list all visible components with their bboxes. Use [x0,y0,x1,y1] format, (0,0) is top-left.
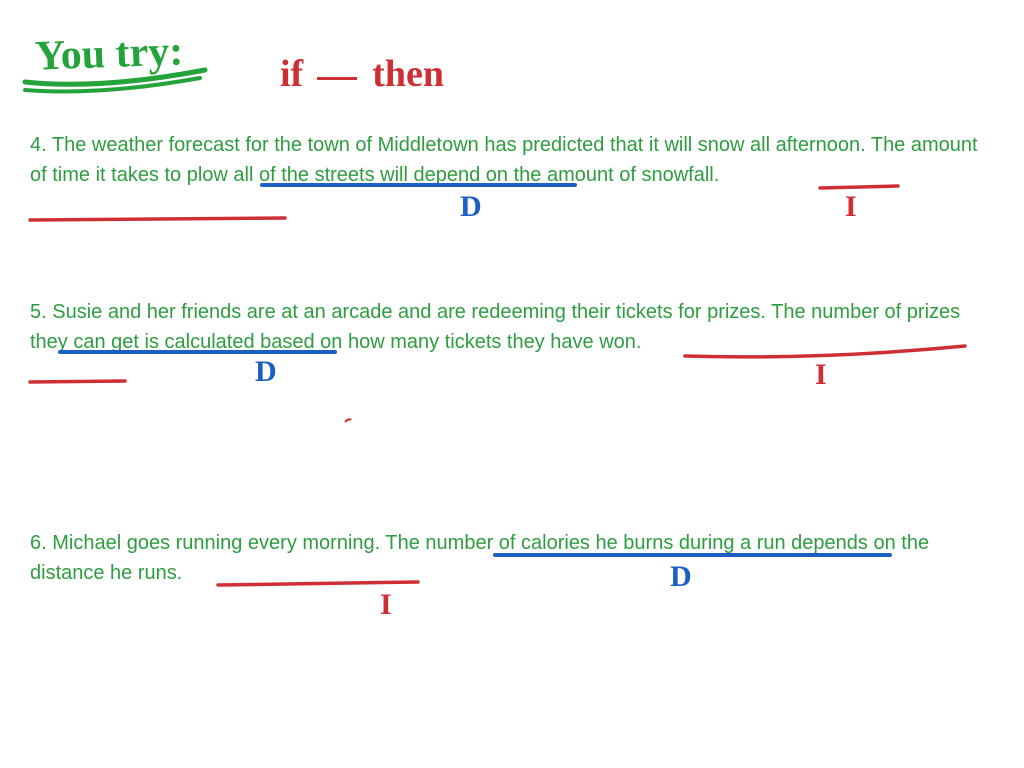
problem-4: 4. The weather forecast for the town of … [30,130,990,190]
p6-label-I: I [380,588,392,622]
then-text: then [372,53,444,95]
problem-4-number: 4. [30,134,47,156]
you-try-heading: You try: [34,27,184,80]
problem-4-body: The weather forecast for the town of Mid… [30,134,978,186]
p5-label-I: I [815,358,827,392]
p5-red-underline-havewon [30,381,125,382]
p4-label-I: I [845,190,857,224]
annotation-layer [0,0,1024,768]
problem-6: 6. Michael goes running every morning. T… [30,528,990,588]
problem-5-number: 5. [30,301,47,323]
p4-red-underline-snowfall [30,218,285,220]
p4-label-D: D [460,190,482,224]
if-text: if [280,53,303,95]
you-try-text: You try: [34,28,184,79]
if-then-heading: if then [280,52,444,96]
problem-6-body: Michael goes running every morning. The … [30,532,929,584]
p5-label-D: D [255,355,277,389]
p6-label-D: D [670,560,692,594]
problem-5-body: Susie and her friends are at an arcade a… [30,301,960,353]
stray-mark [345,419,351,422]
problem-6-number: 6. [30,532,47,554]
problem-5: 5. Susie and her friends are at an arcad… [30,297,990,357]
